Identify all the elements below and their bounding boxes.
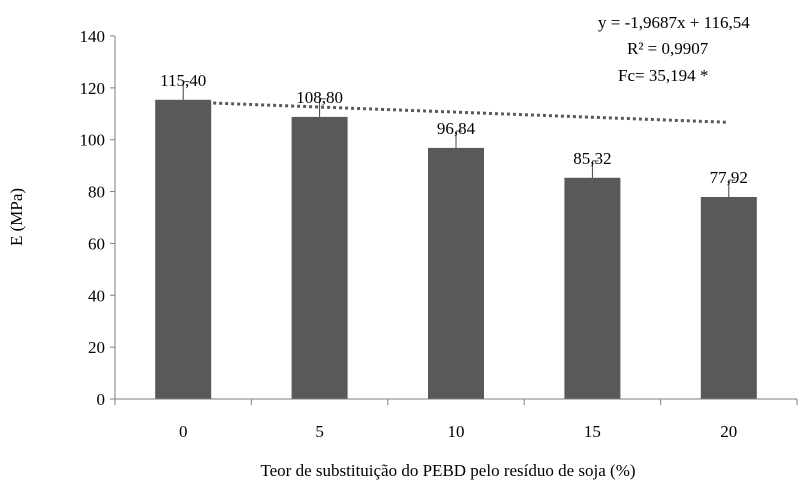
trendline [183, 100, 729, 124]
error-bars-group [182, 81, 735, 197]
fc-label: Fc= 35,194 * [618, 66, 708, 85]
bar [564, 177, 621, 399]
trendline-group [183, 100, 729, 124]
bar [700, 196, 757, 399]
data-label: 96,84 [437, 119, 476, 138]
data-label: 108,80 [296, 88, 343, 107]
bar [155, 99, 212, 399]
bar [291, 116, 348, 399]
y-tick-label: 20 [88, 338, 105, 357]
r-squared-label: R² = 0,9907 [627, 39, 709, 58]
regression-equation: y = -1,9687x + 116,54 [598, 13, 750, 32]
axes-group [114, 36, 797, 400]
y-tick-label: 60 [88, 234, 105, 253]
y-tick-label: 140 [80, 27, 106, 46]
x-ticks-group: 0 5 10 15 20 [114, 399, 798, 441]
bar [428, 147, 484, 399]
x-tick-label: 20 [720, 422, 737, 441]
x-tick-label: 0 [179, 422, 188, 441]
x-tick-label: 15 [584, 422, 601, 441]
y-tick-label: 40 [88, 286, 105, 305]
y-tick-label: 0 [97, 390, 106, 409]
data-label: 77,92 [710, 168, 748, 187]
bars-group [155, 99, 757, 399]
data-labels-group: 115,40 108,80 96,84 85,32 77,92 [160, 71, 748, 187]
x-tick-label: 10 [448, 422, 465, 441]
y-ticks-group: 0 20 40 60 80 100 120 140 [80, 27, 115, 409]
x-tick-label: 5 [315, 422, 324, 441]
y-tick-label: 100 [80, 131, 106, 150]
y-tick-label: 120 [80, 79, 106, 98]
y-tick-label: 80 [88, 183, 105, 202]
data-label: 115,40 [160, 71, 206, 90]
y-axis-title: E (MPa) [7, 188, 26, 246]
data-label: 85,32 [573, 149, 611, 168]
x-axis-title: Teor de substituição do PEBD pelo resídu… [260, 461, 635, 480]
